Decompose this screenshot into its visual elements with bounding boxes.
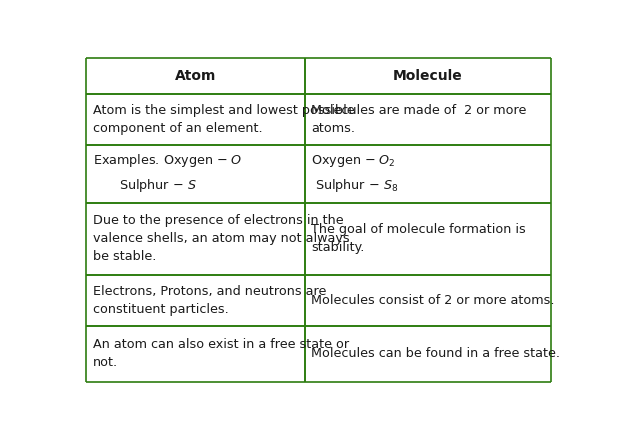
Bar	[86, 275, 305, 326]
Text: Molecule: Molecule	[393, 69, 463, 83]
Text: An atom can also exist in a free state or
not.: An atom can also exist in a free state o…	[93, 338, 349, 369]
Bar	[305, 203, 551, 275]
Text: Due to the presence of electrons in the
valence shells, an atom may not always
b: Due to the presence of electrons in the …	[93, 215, 350, 263]
Text: Molecules consist of 2 or more atoms.: Molecules consist of 2 or more atoms.	[311, 294, 555, 307]
Text: Examples. Oxygen $-$ $\it{O}$: Examples. Oxygen $-$ $\it{O}$	[93, 152, 242, 169]
Bar	[86, 145, 305, 203]
Bar	[305, 58, 551, 94]
Bar	[86, 326, 305, 382]
Text: The goal of molecule formation is
stability.: The goal of molecule formation is stabil…	[311, 224, 526, 255]
Bar	[305, 275, 551, 326]
Text: Oxygen $-$ $\it{O}_2$: Oxygen $-$ $\it{O}_2$	[311, 153, 396, 169]
Text: Molecules are made of  2 or more
atoms.: Molecules are made of 2 or more atoms.	[311, 104, 526, 135]
Text: Atom: Atom	[175, 69, 216, 83]
Text: Molecules can be found in a free state.: Molecules can be found in a free state.	[311, 347, 560, 360]
Bar	[86, 94, 305, 145]
Bar	[305, 326, 551, 382]
Bar	[305, 145, 551, 203]
Text: Atom is the simplest and lowest possible
component of an element.: Atom is the simplest and lowest possible…	[93, 104, 355, 135]
Text: Sulphur $-$ $\it{S}_8$: Sulphur $-$ $\it{S}_8$	[315, 177, 398, 194]
Text: Electrons, Protons, and neutrons are
constituent particles.: Electrons, Protons, and neutrons are con…	[93, 285, 326, 316]
Text: Sulphur $-$ $\it{S}$: Sulphur $-$ $\it{S}$	[119, 177, 197, 194]
Bar	[305, 94, 551, 145]
Bar	[86, 203, 305, 275]
Bar	[86, 58, 305, 94]
